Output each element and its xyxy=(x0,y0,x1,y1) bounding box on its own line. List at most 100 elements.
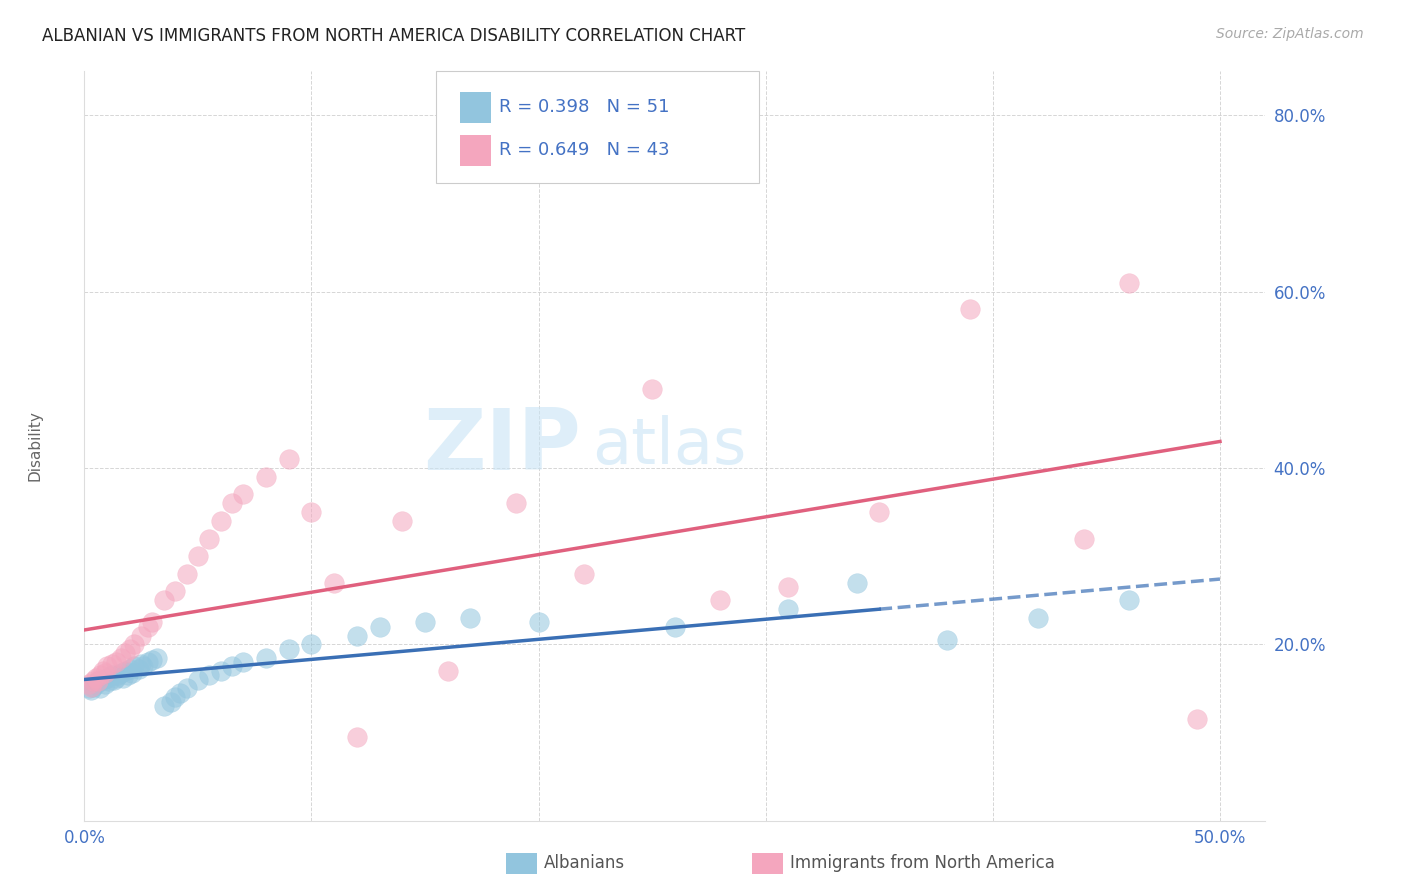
Point xyxy=(146,650,169,665)
Point xyxy=(96,659,118,673)
Text: R = 0.398   N = 51: R = 0.398 N = 51 xyxy=(499,97,669,116)
Point xyxy=(505,496,527,510)
Point xyxy=(346,730,368,744)
Point xyxy=(221,659,243,673)
Point xyxy=(277,452,299,467)
Point xyxy=(664,620,686,634)
Point xyxy=(129,657,152,671)
Point xyxy=(105,655,128,669)
Point xyxy=(107,668,129,682)
Point xyxy=(176,566,198,581)
Point xyxy=(527,615,550,630)
Point xyxy=(1187,712,1209,726)
Point xyxy=(100,657,122,671)
Point xyxy=(105,671,128,685)
Point xyxy=(80,683,103,698)
Text: R = 0.649   N = 43: R = 0.649 N = 43 xyxy=(499,141,669,159)
Point xyxy=(936,632,959,647)
Point xyxy=(169,686,191,700)
Point xyxy=(153,699,176,714)
Point xyxy=(323,575,346,590)
Point xyxy=(110,650,132,665)
Point xyxy=(460,611,482,625)
Point xyxy=(118,662,141,676)
Point xyxy=(346,628,368,642)
Point xyxy=(301,505,323,519)
Point xyxy=(94,677,117,691)
Point xyxy=(84,677,107,691)
Point xyxy=(187,549,209,564)
Point xyxy=(98,674,121,689)
Point xyxy=(103,673,125,687)
Point xyxy=(80,680,103,694)
Point xyxy=(91,664,114,678)
Point xyxy=(141,653,163,667)
Point xyxy=(778,602,800,616)
Point xyxy=(128,662,150,676)
Text: Source: ZipAtlas.com: Source: ZipAtlas.com xyxy=(1216,27,1364,41)
Point xyxy=(221,496,243,510)
Point xyxy=(129,628,152,642)
Point xyxy=(368,620,391,634)
Point xyxy=(254,470,277,484)
Point xyxy=(136,655,159,669)
Point xyxy=(82,674,104,689)
Point xyxy=(110,665,132,680)
Point xyxy=(87,674,110,689)
Point xyxy=(82,680,104,694)
Point xyxy=(187,673,209,687)
Text: Immigrants from North America: Immigrants from North America xyxy=(790,855,1054,872)
Point xyxy=(391,514,413,528)
Point xyxy=(117,668,139,682)
Point xyxy=(165,690,187,705)
Point xyxy=(87,674,110,689)
Text: ALBANIAN VS IMMIGRANTS FROM NORTH AMERICA DISABILITY CORRELATION CHART: ALBANIAN VS IMMIGRANTS FROM NORTH AMERIC… xyxy=(42,27,745,45)
Point xyxy=(153,593,176,607)
Point xyxy=(232,655,254,669)
Point xyxy=(132,659,155,673)
Point xyxy=(198,532,221,546)
Point xyxy=(232,487,254,501)
Point xyxy=(124,637,146,651)
Point xyxy=(845,575,868,590)
Point xyxy=(301,637,323,651)
Point xyxy=(89,681,111,696)
Point xyxy=(1118,593,1140,607)
Point xyxy=(118,641,141,656)
Point xyxy=(96,671,118,685)
Point xyxy=(1118,276,1140,290)
Point xyxy=(136,620,159,634)
Point xyxy=(141,615,163,630)
Point xyxy=(94,665,117,680)
Text: ZIP: ZIP xyxy=(423,404,581,488)
Point xyxy=(159,695,181,709)
Point xyxy=(100,668,122,682)
Text: Albanians: Albanians xyxy=(544,855,626,872)
Point xyxy=(1073,532,1095,546)
Text: atlas: atlas xyxy=(592,415,747,477)
Point xyxy=(709,593,731,607)
Point xyxy=(77,677,100,691)
Point xyxy=(84,671,107,685)
Point xyxy=(165,584,187,599)
Point xyxy=(277,641,299,656)
Point xyxy=(959,302,981,317)
Point xyxy=(641,382,664,396)
Point xyxy=(111,671,134,685)
Point xyxy=(436,664,458,678)
Point xyxy=(209,664,232,678)
Point xyxy=(198,668,221,682)
Point xyxy=(124,659,146,673)
Point xyxy=(572,566,595,581)
Point xyxy=(77,681,100,696)
Point xyxy=(778,580,800,594)
Point xyxy=(89,668,111,682)
Point xyxy=(121,665,143,680)
Point xyxy=(868,505,890,519)
Point xyxy=(254,650,277,665)
Point xyxy=(114,664,136,678)
Point xyxy=(209,514,232,528)
Point xyxy=(114,646,136,660)
Point xyxy=(413,615,436,630)
Point xyxy=(176,681,198,696)
